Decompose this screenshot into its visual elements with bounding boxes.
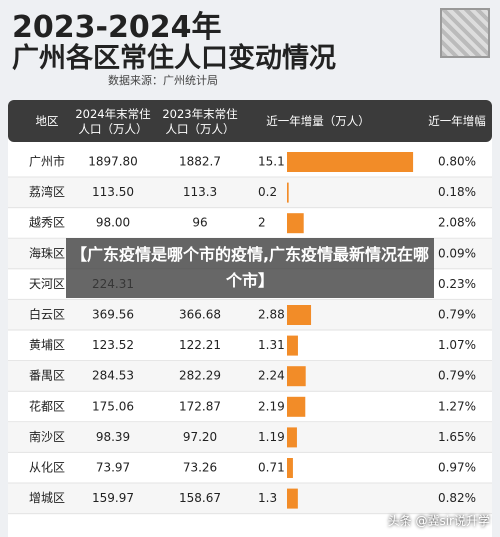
increment-bar (287, 182, 289, 203)
increment-value: 2 (258, 216, 266, 230)
column-header: 2024年末常住人口（万人） (75, 107, 151, 136)
cell: 158.67 (179, 491, 221, 505)
cell: 172.87 (179, 399, 221, 413)
qr-code (440, 8, 490, 58)
cell: 0.18% (438, 185, 476, 199)
row-stripe (8, 422, 492, 453)
increment-value: 1.3 (258, 491, 277, 505)
cell: 番禺区 (29, 369, 65, 383)
increment-value: 15.1 (258, 155, 285, 169)
increment-value: 0.2 (258, 185, 277, 199)
cell: 159.97 (92, 491, 134, 505)
cell: 0.23% (438, 277, 476, 291)
cell: 282.29 (179, 369, 221, 383)
cell: 97.20 (183, 430, 217, 444)
column-header: 近一年增量（万人） (266, 114, 370, 128)
cell: 98.00 (96, 216, 130, 230)
increment-bar (287, 366, 306, 387)
cell: 123.52 (92, 338, 134, 352)
title-year: 2023-2024年 (12, 10, 222, 45)
cell: 海珠区 (29, 245, 65, 260)
cell: 1882.7 (179, 155, 221, 169)
column-header: 近一年增幅 (428, 114, 486, 128)
increment-bar (287, 152, 414, 172)
cell: 0.82% (438, 491, 476, 505)
column-header: 2023年末常住人口（万人） (162, 107, 238, 136)
cell: 0.09% (438, 246, 476, 260)
increment-bar (287, 213, 304, 234)
cell: 122.21 (179, 338, 221, 352)
row-stripe (8, 177, 492, 209)
overlay-banner: 【广东疫情是哪个市的疫情,广东疫情最新情况在哪个市】 (66, 238, 434, 298)
cell: 113.3 (183, 185, 217, 199)
increment-value: 2.24 (258, 369, 285, 383)
row-stripe (8, 361, 492, 392)
cell: 花都区 (29, 398, 65, 413)
increment-value: 0.71 (258, 461, 285, 475)
source: 数据来源：广州统计局 (108, 74, 218, 87)
cell: 284.53 (92, 369, 134, 383)
increment-bar (287, 305, 312, 325)
increment-bar (287, 427, 297, 448)
cell: 天河区 (29, 277, 65, 291)
cell: 0.97% (438, 461, 476, 475)
cell: 荔湾区 (29, 184, 65, 199)
increment-bar (287, 396, 306, 417)
cell: 2.08% (438, 216, 476, 230)
increment-value: 1.31 (258, 338, 285, 352)
cell: 0.79% (438, 308, 476, 322)
cell: 从化区 (29, 461, 65, 475)
cell: 113.50 (92, 185, 134, 199)
column-header: 地区 (36, 114, 59, 128)
table-header (8, 100, 492, 142)
cell: 1.65% (438, 430, 476, 444)
cell: 0.80% (438, 155, 476, 169)
cell: 366.68 (179, 308, 221, 322)
increment-value: 2.88 (258, 308, 285, 322)
cell: 73.26 (183, 461, 217, 475)
cell: 白云区 (29, 307, 65, 322)
cell: 1.07% (438, 338, 476, 352)
cell: 369.56 (92, 308, 134, 322)
increment-value: 1.19 (258, 430, 285, 444)
increment-bar (287, 488, 298, 509)
row-stripe (8, 483, 492, 515)
cell: 南沙区 (29, 429, 65, 444)
cell: 175.06 (92, 399, 134, 413)
cell: 越秀区 (29, 216, 65, 230)
watermark: 头条 @冀sir说升学 (387, 514, 490, 528)
cell: 1.27% (438, 399, 476, 413)
cell: 增城区 (29, 491, 65, 505)
cell: 1897.80 (88, 155, 138, 169)
cell: 黄埔区 (29, 338, 65, 352)
cell: 73.97 (96, 461, 130, 475)
increment-value: 2.19 (258, 399, 285, 413)
row-stripe (8, 300, 492, 331)
increment-bar (287, 335, 298, 356)
increment-bar (287, 458, 293, 478)
title: 广州各区常住人口变动情况 (12, 43, 336, 74)
cell: 0.79% (438, 369, 476, 383)
cell: 98.39 (96, 430, 130, 444)
cell: 广州市 (29, 154, 65, 169)
cell: 96 (192, 216, 207, 230)
